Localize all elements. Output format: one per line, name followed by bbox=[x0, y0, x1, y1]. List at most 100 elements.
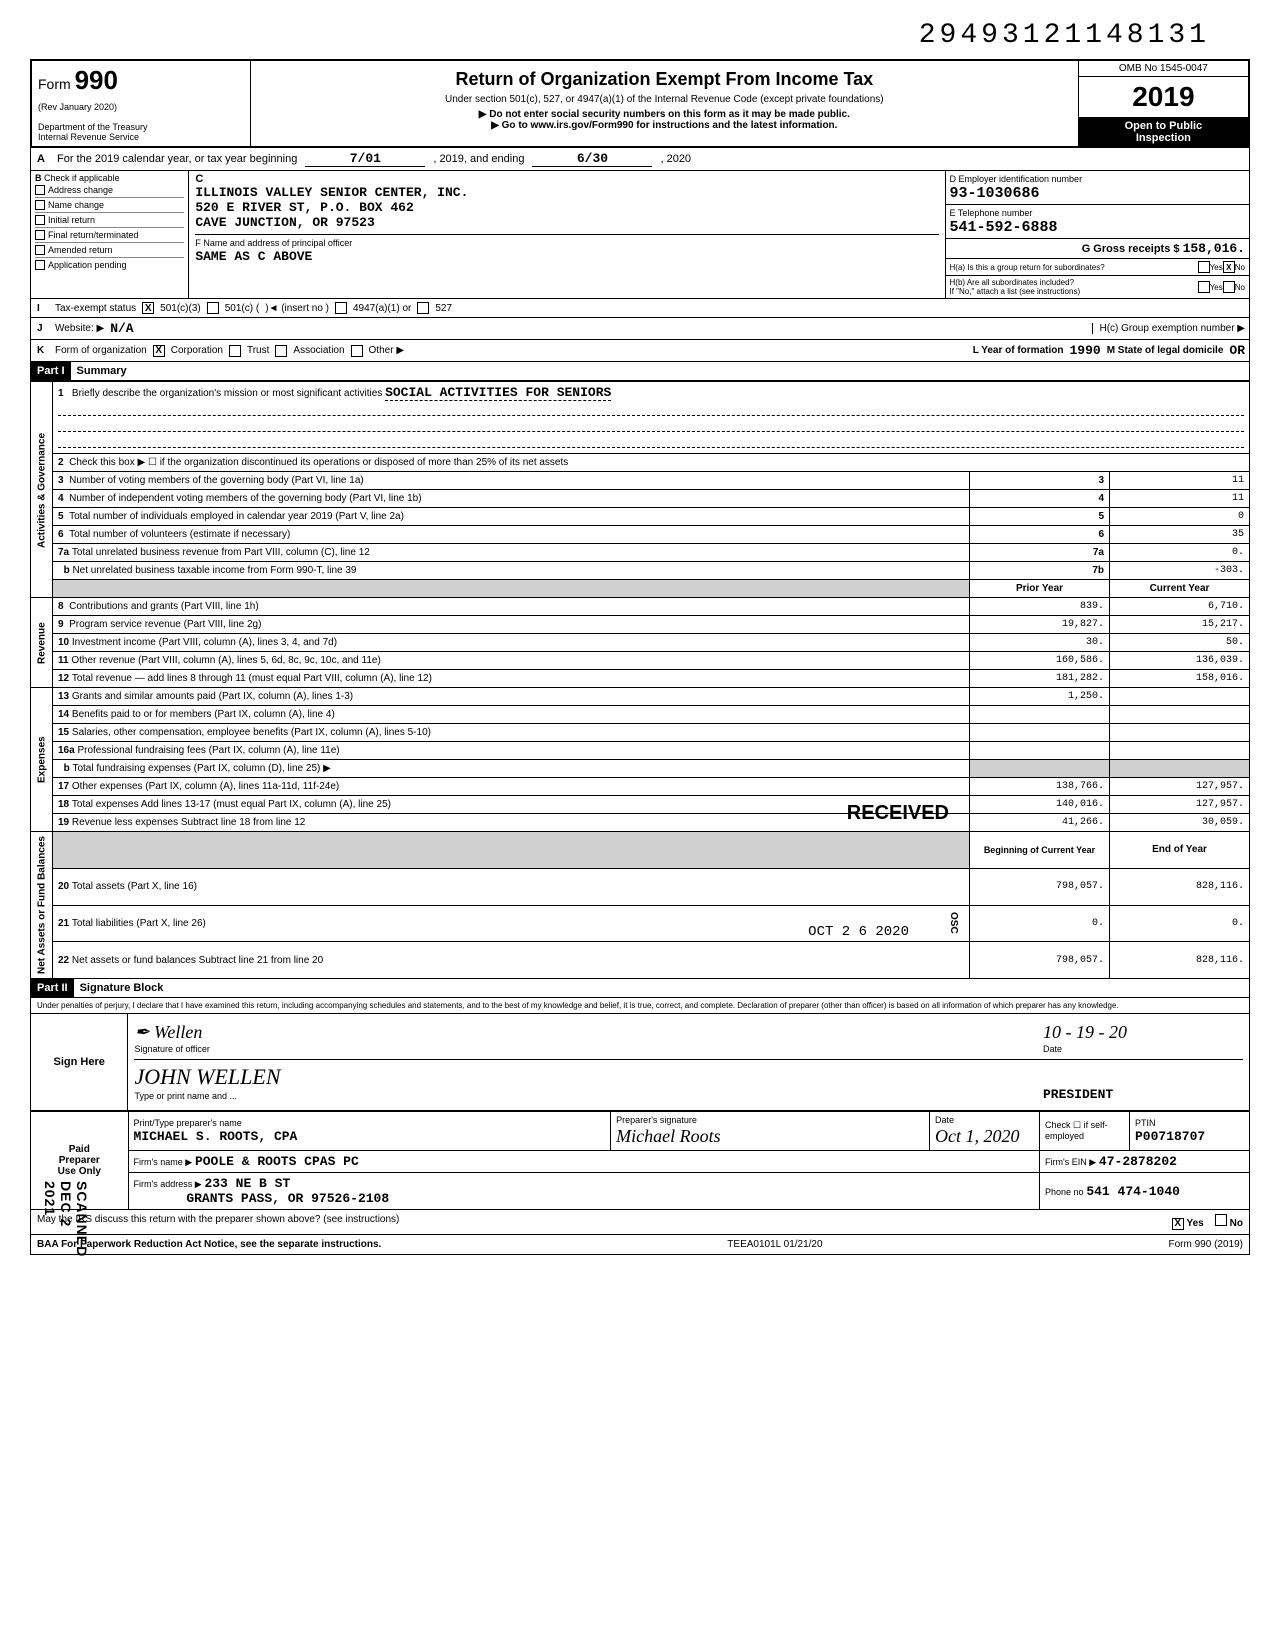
form-rev: (Rev January 2020) bbox=[38, 102, 244, 112]
ha-no-box[interactable]: X bbox=[1223, 261, 1235, 273]
sig-date-label: Date bbox=[1043, 1044, 1062, 1054]
corp-box[interactable]: X bbox=[153, 345, 165, 357]
form-header: Form 990 (Rev January 2020) Department o… bbox=[30, 59, 1250, 148]
label-ha: H(a) Is this a group return for subordin… bbox=[950, 263, 1198, 272]
label-e: E Telephone number bbox=[950, 208, 1033, 218]
side-revenue: Revenue bbox=[31, 598, 53, 688]
form-title: Return of Organization Exempt From Incom… bbox=[255, 69, 1074, 90]
preparer-label: Preparer bbox=[36, 1155, 123, 1166]
hb-note: If "No," attach a list (see instructions… bbox=[950, 287, 1081, 296]
state-domicile: OR bbox=[1229, 343, 1245, 358]
assoc-box[interactable] bbox=[275, 345, 287, 357]
check-final-return[interactable]: Final return/terminated bbox=[35, 228, 184, 243]
gov-line-7b: b Net unrelated business taxable income … bbox=[31, 562, 1250, 580]
discuss-no-box[interactable] bbox=[1215, 1214, 1227, 1226]
4947-box[interactable] bbox=[335, 302, 347, 314]
section-bcdefgh: B Check if applicable Address change Nam… bbox=[30, 171, 1250, 299]
label-g: G Gross receipts $ bbox=[1082, 243, 1180, 255]
inspection-2: Inspection bbox=[1083, 132, 1244, 144]
form-number: 990 bbox=[75, 65, 118, 95]
firm-name: POOLE & ROOTS CPAS PC bbox=[195, 1154, 359, 1169]
hb-yes-box[interactable] bbox=[1198, 281, 1210, 293]
print-name-label: Print/Type preparer's name bbox=[134, 1118, 242, 1128]
firm-name-label: Firm's name ▶ bbox=[134, 1157, 193, 1167]
printed-name: JOHN WELLEN bbox=[134, 1064, 280, 1089]
gov-line-6: 6 Total number of volunteers (estimate i… bbox=[31, 526, 1250, 544]
527-box[interactable] bbox=[417, 302, 429, 314]
sig-date-value: 10 - 19 - 20 bbox=[1043, 1022, 1127, 1042]
preparer-date-label: Date bbox=[935, 1115, 954, 1125]
line-2-text: Check this box ▶ ☐ if the organization d… bbox=[69, 457, 568, 468]
ptin-label: PTIN bbox=[1135, 1118, 1156, 1128]
footer-form: Form 990 (2019) bbox=[1169, 1239, 1243, 1250]
line-1-text: Briefly describe the organization's miss… bbox=[72, 388, 382, 399]
phone-value: 541-592-6888 bbox=[950, 219, 1058, 236]
row-a-end2: , 2020 bbox=[660, 153, 691, 165]
firm-addr2: GRANTS PASS, OR 97526-2108 bbox=[186, 1191, 389, 1206]
gross-receipts: 158,016. bbox=[1183, 241, 1245, 256]
self-employed-label: Check ☐ if self-employed bbox=[1045, 1120, 1108, 1141]
use-only-label: Use Only bbox=[36, 1166, 123, 1177]
501c-box[interactable] bbox=[207, 302, 219, 314]
part-1-title: Summary bbox=[71, 365, 127, 377]
discuss-yes-box[interactable]: X bbox=[1172, 1218, 1184, 1230]
part-1-label: Part I bbox=[31, 362, 71, 380]
check-app-pending[interactable]: Application pending bbox=[35, 258, 184, 272]
org-addr1: 520 E RIVER ST, P.O. BOX 462 bbox=[195, 200, 413, 215]
check-address-change[interactable]: Address change bbox=[35, 183, 184, 198]
part-1-header: Part I Summary bbox=[30, 362, 1250, 381]
gov-line-7a: 7a Total unrelated business revenue from… bbox=[31, 544, 1250, 562]
check-initial-return[interactable]: Initial return bbox=[35, 213, 184, 228]
received-date: OCT 2 6 2020 bbox=[808, 924, 909, 940]
check-amended[interactable]: Amended return bbox=[35, 243, 184, 258]
printed-title: PRESIDENT bbox=[1043, 1087, 1243, 1102]
year-formation: 1990 bbox=[1069, 343, 1100, 358]
footer-row: BAA For Paperwork Reduction Act Notice, … bbox=[30, 1235, 1250, 1255]
other-box[interactable] bbox=[351, 345, 363, 357]
part-2-title: Signature Block bbox=[74, 982, 164, 994]
label-j: J bbox=[31, 323, 51, 334]
form-subtitle: Under section 501(c), 527, or 4947(a)(1)… bbox=[255, 94, 1074, 105]
end-date: 6/30 bbox=[532, 151, 652, 167]
summary-table: Activities & Governance 1 Briefly descri… bbox=[30, 381, 1250, 979]
website-label: Website: ▶ bbox=[55, 323, 104, 334]
website-value: N/A bbox=[110, 321, 133, 336]
label-d: D Employer identification number bbox=[950, 174, 1083, 184]
label-hc: H(c) Group exemption number ▶ bbox=[1092, 323, 1245, 334]
type-print-label: Type or print name and ... bbox=[134, 1091, 237, 1101]
row-a: A For the 2019 calendar year, or tax yea… bbox=[30, 148, 1250, 171]
preparer-name: MICHAEL S. ROOTS, CPA bbox=[134, 1129, 298, 1144]
hb-no-box[interactable] bbox=[1223, 281, 1235, 293]
footer-code: TEEA0101L 01/21/20 bbox=[727, 1239, 822, 1250]
discuss-text: May the IRS discuss this return with the… bbox=[37, 1214, 399, 1230]
trust-box[interactable] bbox=[229, 345, 241, 357]
gov-line-4: 4 Number of independent voting members o… bbox=[31, 490, 1250, 508]
inspection-1: Open to Public bbox=[1083, 120, 1244, 132]
side-net-assets: Net Assets or Fund Balances bbox=[31, 832, 53, 979]
label-b: B bbox=[35, 173, 42, 183]
ha-yes-box[interactable] bbox=[1198, 261, 1210, 273]
firm-ein-label: Firm's EIN ▶ bbox=[1045, 1157, 1096, 1167]
firm-addr-label: Firm's address ▶ bbox=[134, 1179, 202, 1189]
paid-label: Paid bbox=[36, 1144, 123, 1155]
gov-line-5: 5 Total number of individuals employed i… bbox=[31, 508, 1250, 526]
state-domicile-label: M State of legal domicile bbox=[1107, 345, 1224, 356]
firm-ein: 47-2878202 bbox=[1099, 1154, 1177, 1169]
label-hb: H(b) Are all subordinates included? bbox=[950, 278, 1075, 287]
row-k: K Form of organization XCorporation Trus… bbox=[30, 340, 1250, 362]
discuss-row: May the IRS discuss this return with the… bbox=[30, 1210, 1250, 1235]
signature-block: Sign Here ✒ Wellen Signature of officer … bbox=[30, 1014, 1250, 1111]
officer-value: SAME AS C ABOVE bbox=[195, 249, 312, 264]
side-expenses: Expenses bbox=[31, 688, 53, 832]
row-i: I Tax-exempt status X501(c)(3) 501(c) ( … bbox=[30, 299, 1250, 318]
label-k: K bbox=[31, 345, 51, 356]
prior-year-header: Prior Year bbox=[970, 580, 1110, 598]
label-a: A bbox=[37, 153, 57, 165]
preparer-sig-label: Preparer's signature bbox=[616, 1115, 697, 1125]
firm-phone-label: Phone no bbox=[1045, 1187, 1084, 1197]
ein-value: 93-1030686 bbox=[950, 185, 1040, 202]
check-name-change[interactable]: Name change bbox=[35, 198, 184, 213]
sign-here-label: Sign Here bbox=[31, 1014, 128, 1110]
org-name: ILLINOIS VALLEY SENIOR CENTER, INC. bbox=[195, 185, 468, 200]
501c3-box[interactable]: X bbox=[142, 302, 154, 314]
